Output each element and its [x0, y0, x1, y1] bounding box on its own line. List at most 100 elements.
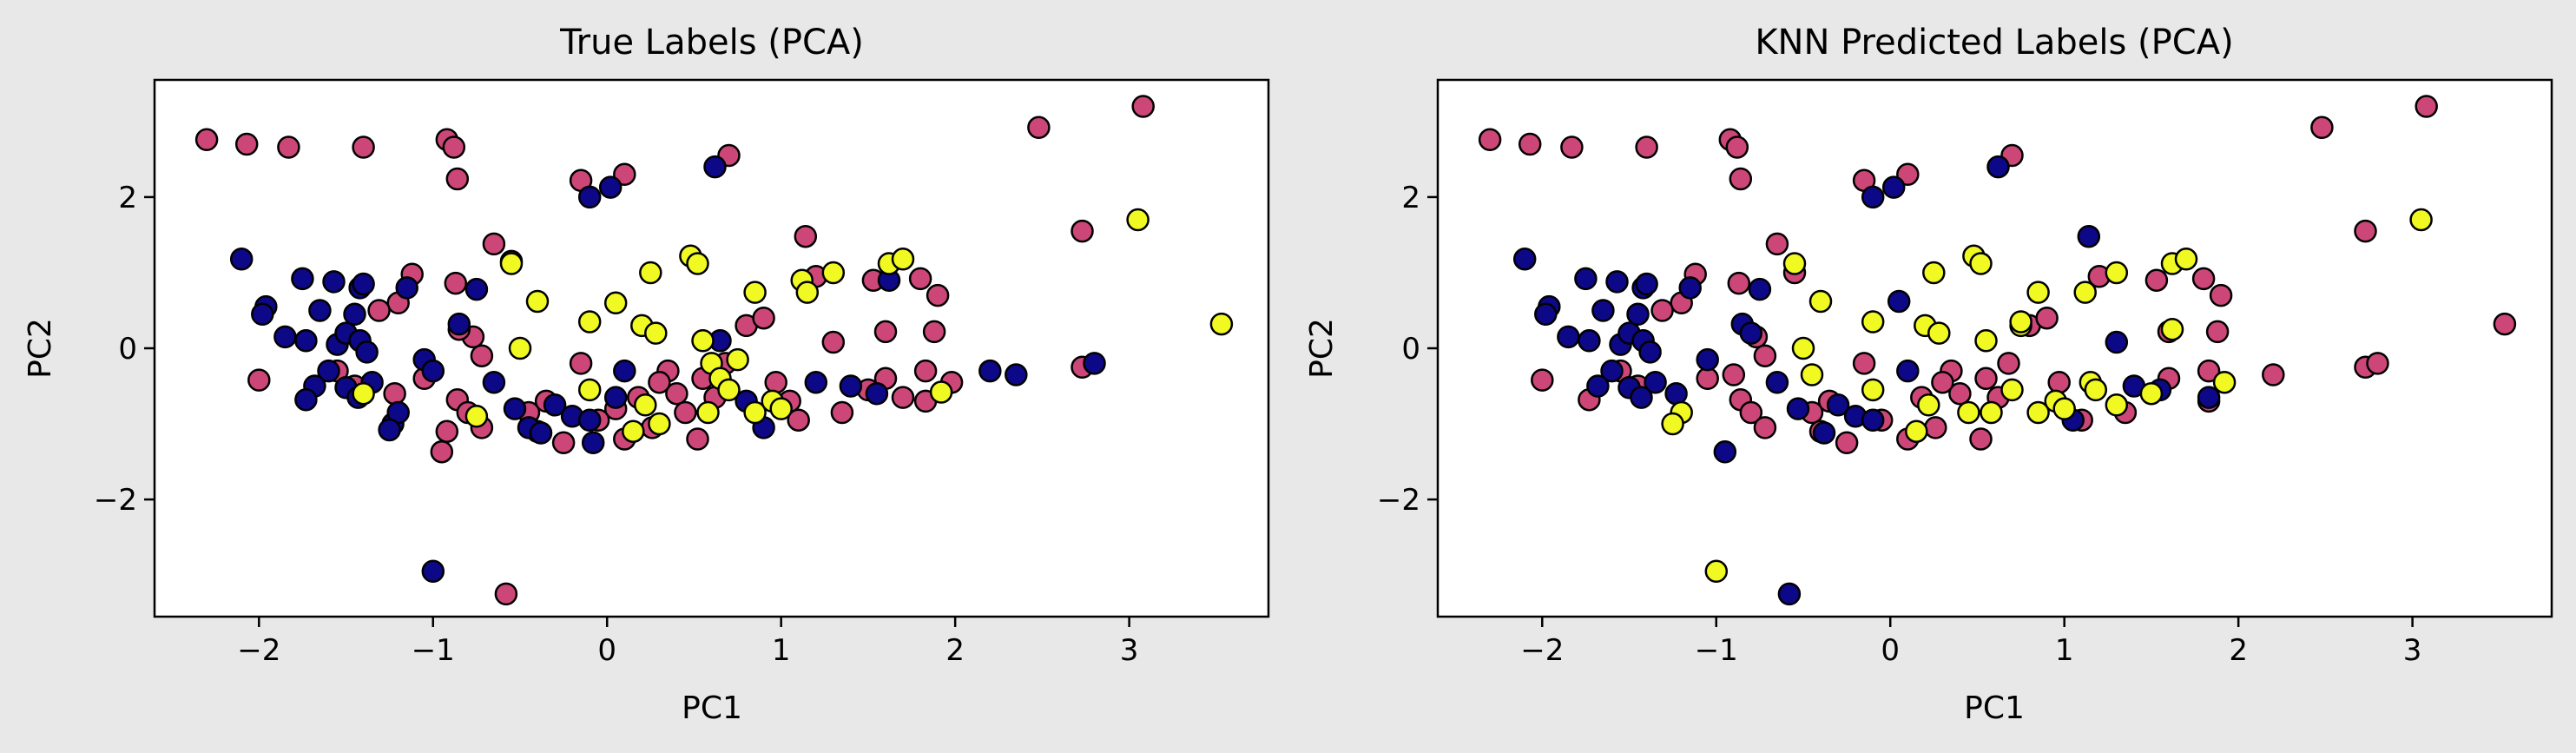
data-point — [1630, 386, 1653, 409]
data-point — [1725, 135, 1749, 159]
y-axis-label: PC2 — [1304, 318, 1340, 379]
data-point — [1861, 185, 1885, 209]
data-point — [795, 281, 820, 304]
data-point — [294, 387, 318, 412]
data-point — [569, 352, 593, 375]
data-point — [2409, 208, 2433, 232]
x-tick-label: 2 — [2229, 633, 2248, 668]
data-point — [1957, 400, 1980, 425]
data-point — [2026, 281, 2050, 304]
data-point — [445, 167, 470, 191]
data-point — [1917, 393, 1940, 417]
data-point — [1826, 393, 1850, 417]
data-point — [2366, 352, 2389, 375]
y-tick-label: 0 — [118, 332, 137, 367]
data-point — [1812, 421, 1836, 445]
data-point — [873, 320, 898, 344]
data-point — [603, 291, 628, 315]
data-point — [634, 393, 657, 417]
chart-title: True Labels (PCA) — [559, 23, 864, 63]
y-tick-label: 2 — [1401, 181, 1420, 215]
data-point — [1800, 363, 1824, 386]
data-point — [1578, 329, 1601, 353]
data-point — [1969, 252, 1993, 275]
data-point — [794, 224, 818, 248]
data-point — [1727, 271, 1751, 295]
data-point — [1518, 132, 1542, 156]
data-point — [234, 132, 259, 156]
axis-ticks: −2 −1 0 1 2 3 −2 0 2 — [94, 181, 1139, 668]
subplot-knn-predicted-labels: KNN Predicted Labels (PCA) −2 −1 0 1 2 3−202 … — [1304, 23, 2553, 726]
data-point — [194, 128, 219, 152]
x-tick-label: −2 — [1520, 633, 1564, 668]
data-point — [543, 393, 567, 417]
data-point — [1600, 359, 1624, 383]
data-point — [1729, 167, 1753, 191]
data-point — [865, 381, 889, 406]
y-tick-label: −2 — [94, 483, 137, 518]
x-tick-label: 3 — [2403, 633, 2422, 668]
data-point — [2047, 370, 2071, 394]
data-point — [352, 272, 375, 296]
data-point — [1704, 559, 1729, 584]
x-tick-label: 3 — [1120, 633, 1139, 668]
data-point — [1560, 135, 1584, 159]
data-point — [1678, 276, 1702, 300]
data-point — [1478, 128, 1502, 152]
x-tick-label: 0 — [597, 633, 616, 668]
data-point — [1005, 363, 1028, 386]
data-point — [322, 270, 346, 294]
x-axis-label: PC1 — [1964, 690, 2025, 726]
data-point — [2000, 378, 2024, 402]
data-point — [529, 421, 553, 445]
x-axis-label: PC1 — [682, 690, 742, 726]
data-point — [444, 271, 468, 295]
data-point — [383, 381, 406, 406]
data-point — [1791, 336, 1815, 360]
data-point — [2191, 267, 2216, 291]
data-point — [247, 368, 271, 392]
data-point — [929, 380, 953, 404]
data-point — [421, 559, 445, 584]
data-point — [648, 370, 671, 394]
data-point — [1748, 277, 1772, 301]
data-point — [1713, 439, 1737, 464]
y-tick-label: 0 — [1401, 332, 1420, 367]
data-point — [743, 400, 767, 425]
data-point — [2077, 224, 2101, 248]
data-point — [343, 302, 366, 327]
data-point — [355, 340, 379, 364]
data-point — [1986, 155, 2010, 179]
data-point — [1644, 370, 1667, 394]
data-point — [821, 330, 846, 354]
data-point — [294, 329, 318, 353]
data-point — [1753, 416, 1777, 439]
data-point — [482, 232, 506, 256]
data-point — [2205, 320, 2230, 344]
data-point — [2009, 310, 2032, 334]
data-point — [2026, 400, 2050, 425]
data-point — [499, 252, 524, 275]
x-tick-label: −1 — [412, 633, 455, 668]
data-point — [273, 325, 297, 349]
data-point — [378, 418, 401, 442]
data-point — [613, 162, 636, 187]
data-point — [2052, 397, 2076, 420]
data-point — [764, 370, 787, 394]
data-point — [482, 370, 506, 394]
data-point — [1861, 378, 1885, 402]
data-point — [1948, 381, 1972, 406]
data-point — [1896, 359, 1920, 383]
data-point — [2262, 363, 2285, 386]
data-point — [2174, 248, 2198, 271]
data-point — [787, 408, 810, 432]
data-point — [908, 267, 932, 291]
scatter-points — [194, 95, 1234, 606]
data-point — [1531, 368, 1554, 392]
data-point — [1881, 175, 1906, 199]
data-point — [1696, 347, 1719, 372]
data-point — [891, 386, 915, 409]
data-point — [1131, 95, 1155, 118]
data-point — [1922, 261, 1946, 285]
data-point — [726, 347, 749, 372]
